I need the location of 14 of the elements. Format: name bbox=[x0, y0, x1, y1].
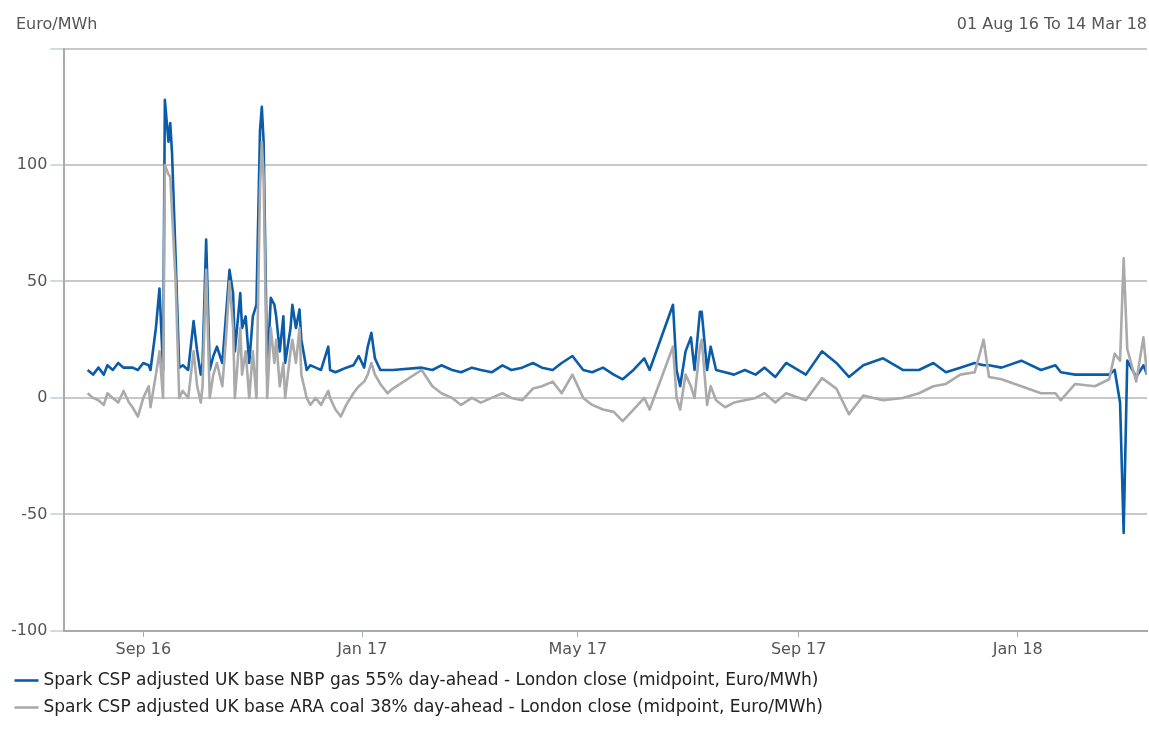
y-tick-label: 50 bbox=[26, 270, 48, 290]
y-axis-title: Euro/MWh bbox=[16, 14, 98, 33]
y-tick-label: -50 bbox=[21, 503, 48, 523]
x-tick-label: Jan 18 bbox=[991, 638, 1043, 658]
x-tick-label: Sep 17 bbox=[770, 638, 827, 658]
chart-subtitle: 01 Aug 16 To 14 Mar 18 bbox=[956, 14, 1147, 33]
x-tick-label: Sep 16 bbox=[115, 638, 172, 658]
legend-label: Spark CSP adjusted UK base ARA coal 38% day-ahead - London close (midpoint, Euro/MWh) bbox=[43, 695, 823, 716]
x-tick-label: May 17 bbox=[548, 638, 608, 658]
y-tick-label: 0 bbox=[37, 387, 48, 407]
x-tick-label: Jan 17 bbox=[336, 638, 388, 658]
y-tick-label: -100 bbox=[11, 619, 48, 639]
legend-label: Spark CSP adjusted UK base NBP gas 55% day-ahead - London close (midpoint, Euro/MWh) bbox=[43, 668, 819, 689]
y-tick-label: 100 bbox=[16, 154, 48, 174]
